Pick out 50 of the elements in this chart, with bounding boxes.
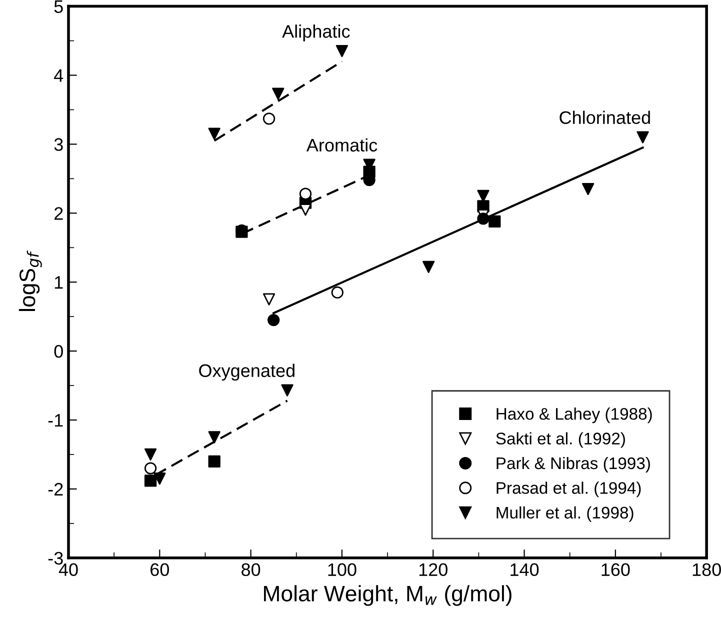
legend-label: Haxo & Lahey (1988) [496,408,652,424]
point [582,182,594,196]
point [268,314,280,326]
x-tick-label: 100 [328,563,356,576]
point [477,190,490,202]
annotation: Oxygenated [199,364,294,381]
y-axis-title: logS$_{gf}$ [18,250,42,311]
y-tick-label: 0 [54,344,63,358]
point [262,293,276,306]
y-tick-label: 1 [54,276,63,289]
y-tick-label: 3 [54,138,63,151]
x-tick-label: 160 [602,563,630,576]
point [281,384,294,396]
x-axis-title: Molar Weight, M$_{w}$ (g/mol) [264,585,512,606]
point [144,448,157,461]
annotation: Aromatic [306,138,378,152]
point [488,215,501,228]
point [272,88,284,100]
point [299,188,312,200]
x-tick-label: 120 [419,563,448,576]
y-tick-label: -2 [48,482,63,496]
annotation: Chlorinated [560,110,650,124]
point [262,112,276,125]
y-tick-label: -3 [48,552,63,565]
legend-label: Sakti et al. (1992) [496,432,625,448]
legend-label: Muller et al. (1998) [496,506,634,522]
y-tick-label: 4 [54,69,64,82]
point [208,128,220,140]
x-tick-label: 40 [58,563,78,576]
point [477,212,490,225]
point [636,131,649,144]
point [422,260,435,274]
x-tick-label: 60 [150,563,169,576]
x-tick-label: 80 [242,563,260,576]
point [144,474,157,487]
point [144,462,157,474]
point [336,45,348,58]
legend-label: Park & Nibras (1993) [496,456,650,472]
legend-label: Prasad et al. (1994) [496,482,641,498]
annotation: Aliphatic [282,24,350,42]
y-tick-label: 2 [54,207,63,220]
point [331,286,344,299]
point [208,455,220,468]
y-tick-label: -1 [48,414,63,427]
x-tick-label: 140 [510,563,539,576]
point [299,204,312,216]
point [208,431,220,444]
x-tick-label: 180 [692,563,721,576]
y-tick-label: 5 [54,0,63,14]
point [154,472,166,485]
